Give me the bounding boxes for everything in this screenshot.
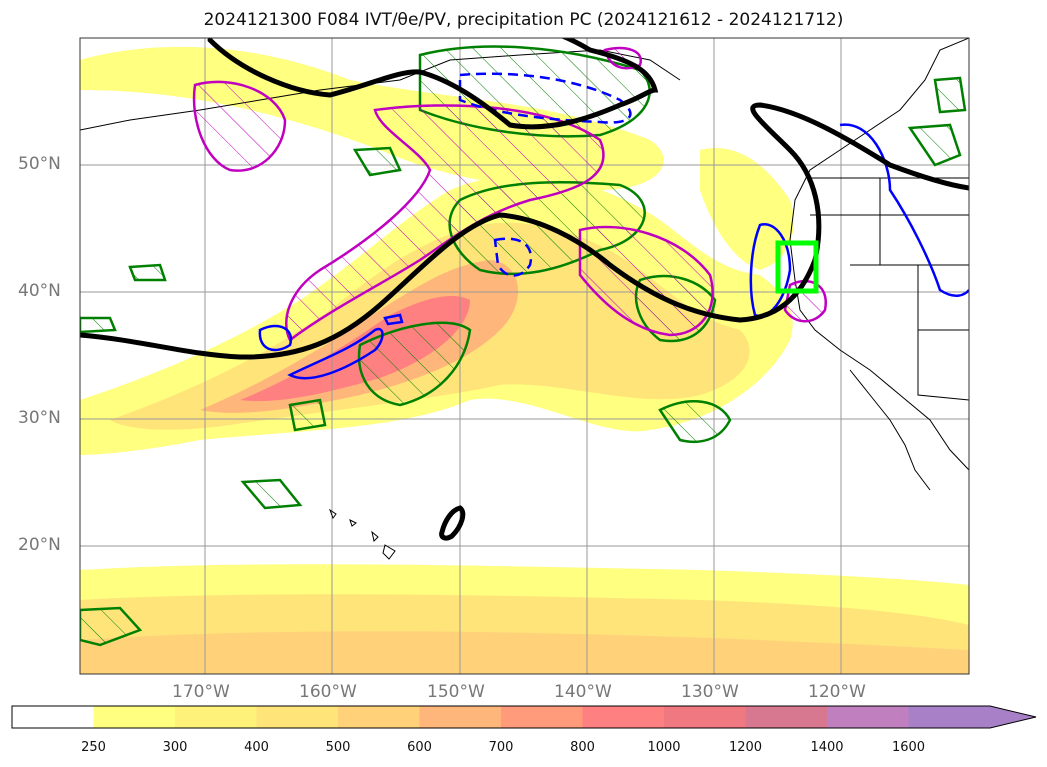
green-region-small-3 — [128, 263, 167, 282]
colorbar-segment — [338, 706, 420, 728]
green-region-north-1 — [933, 76, 967, 114]
ivt-river-max — [240, 295, 470, 402]
green-region-small-2 — [288, 398, 327, 432]
region-highlight-box — [775, 240, 819, 294]
pv-west-arc — [258, 324, 293, 352]
colorbar-tick-label: 1200 — [728, 740, 763, 755]
colorbar-segment — [501, 706, 583, 728]
colorbar-tick-label: 400 — [244, 740, 269, 755]
pv-dashed-north — [458, 72, 632, 124]
ivt-coast-patch — [700, 148, 794, 270]
colorbar — [11, 705, 1037, 729]
colorbar-segment — [175, 706, 257, 728]
green-region-subtropic — [357, 321, 472, 407]
lon-label-150w: 150°W — [427, 682, 485, 702]
state-borders — [810, 177, 969, 401]
green-region-small-5 — [240, 478, 303, 510]
colorbar-tick-label: 250 — [81, 740, 106, 755]
green-region-small-1 — [352, 146, 402, 177]
lat-label-30: 30°N — [18, 408, 61, 428]
colorbar-extend-arrow — [990, 706, 1036, 728]
green-region-south — [658, 400, 732, 444]
colorbar-tick-label: 600 — [407, 740, 432, 755]
ivt-band-tropical-core — [80, 631, 969, 674]
theta-e-main — [80, 102, 969, 360]
colorbar-tick-label: 1000 — [647, 740, 681, 755]
magenta-region-northwest — [192, 80, 287, 172]
colorbar-tick-label: 1400 — [810, 740, 844, 755]
lon-label-160w: 160°W — [299, 682, 357, 702]
colorbar-segment — [664, 706, 746, 728]
pv-trough — [287, 327, 384, 380]
colorbar-outline — [11, 705, 1037, 729]
green-region-small-4 — [80, 316, 117, 334]
theta-e-contours — [80, 38, 969, 541]
theta-e-closed-south — [439, 505, 466, 541]
green-region-coast — [907, 123, 962, 167]
hawaii-islands — [328, 508, 396, 560]
map-layers — [80, 38, 969, 674]
lon-label-130w: 130°W — [681, 682, 739, 702]
baja-coast — [849, 369, 931, 491]
colorbar-tick-label: 300 — [162, 740, 188, 755]
theta-e-north — [207, 38, 659, 130]
lat-label-50: 50°N — [18, 154, 61, 174]
pv-small — [383, 313, 404, 326]
colorbar-segment — [827, 706, 909, 728]
lon-label-140w: 140°W — [554, 682, 612, 702]
map-title: 2024121300 F084 IVT/θe/PV, precipitation… — [203, 10, 844, 30]
colorbar-tick-label: 1600 — [891, 740, 926, 755]
colorbar-tick-label: 500 — [325, 740, 351, 755]
pv-northeast — [839, 123, 969, 297]
colorbar-segment — [256, 706, 339, 728]
pv-dashed-central — [493, 237, 533, 277]
pv-coast — [749, 223, 792, 317]
colorbar-segment — [582, 706, 665, 728]
colorbar-tick-label: 700 — [488, 740, 514, 755]
lon-label-120w: 120°W — [808, 682, 866, 702]
colorbar-segment — [908, 706, 991, 728]
colorbar-segment — [745, 706, 828, 728]
pv-contours — [258, 72, 969, 380]
colorbar-segment-under — [12, 706, 94, 728]
map-frame — [79, 37, 970, 675]
lon-label-170w: 170°W — [172, 682, 230, 702]
lat-label-40: 40°N — [18, 281, 61, 301]
green-region-small-6 — [80, 606, 143, 647]
colorbar-segment — [93, 706, 176, 728]
north-america-coast — [789, 38, 969, 471]
magenta-region-main — [285, 104, 605, 342]
lat-label-20: 20°N — [18, 535, 61, 555]
colorbar-tick-label: 800 — [570, 740, 595, 755]
colorbar-segment — [419, 706, 502, 728]
